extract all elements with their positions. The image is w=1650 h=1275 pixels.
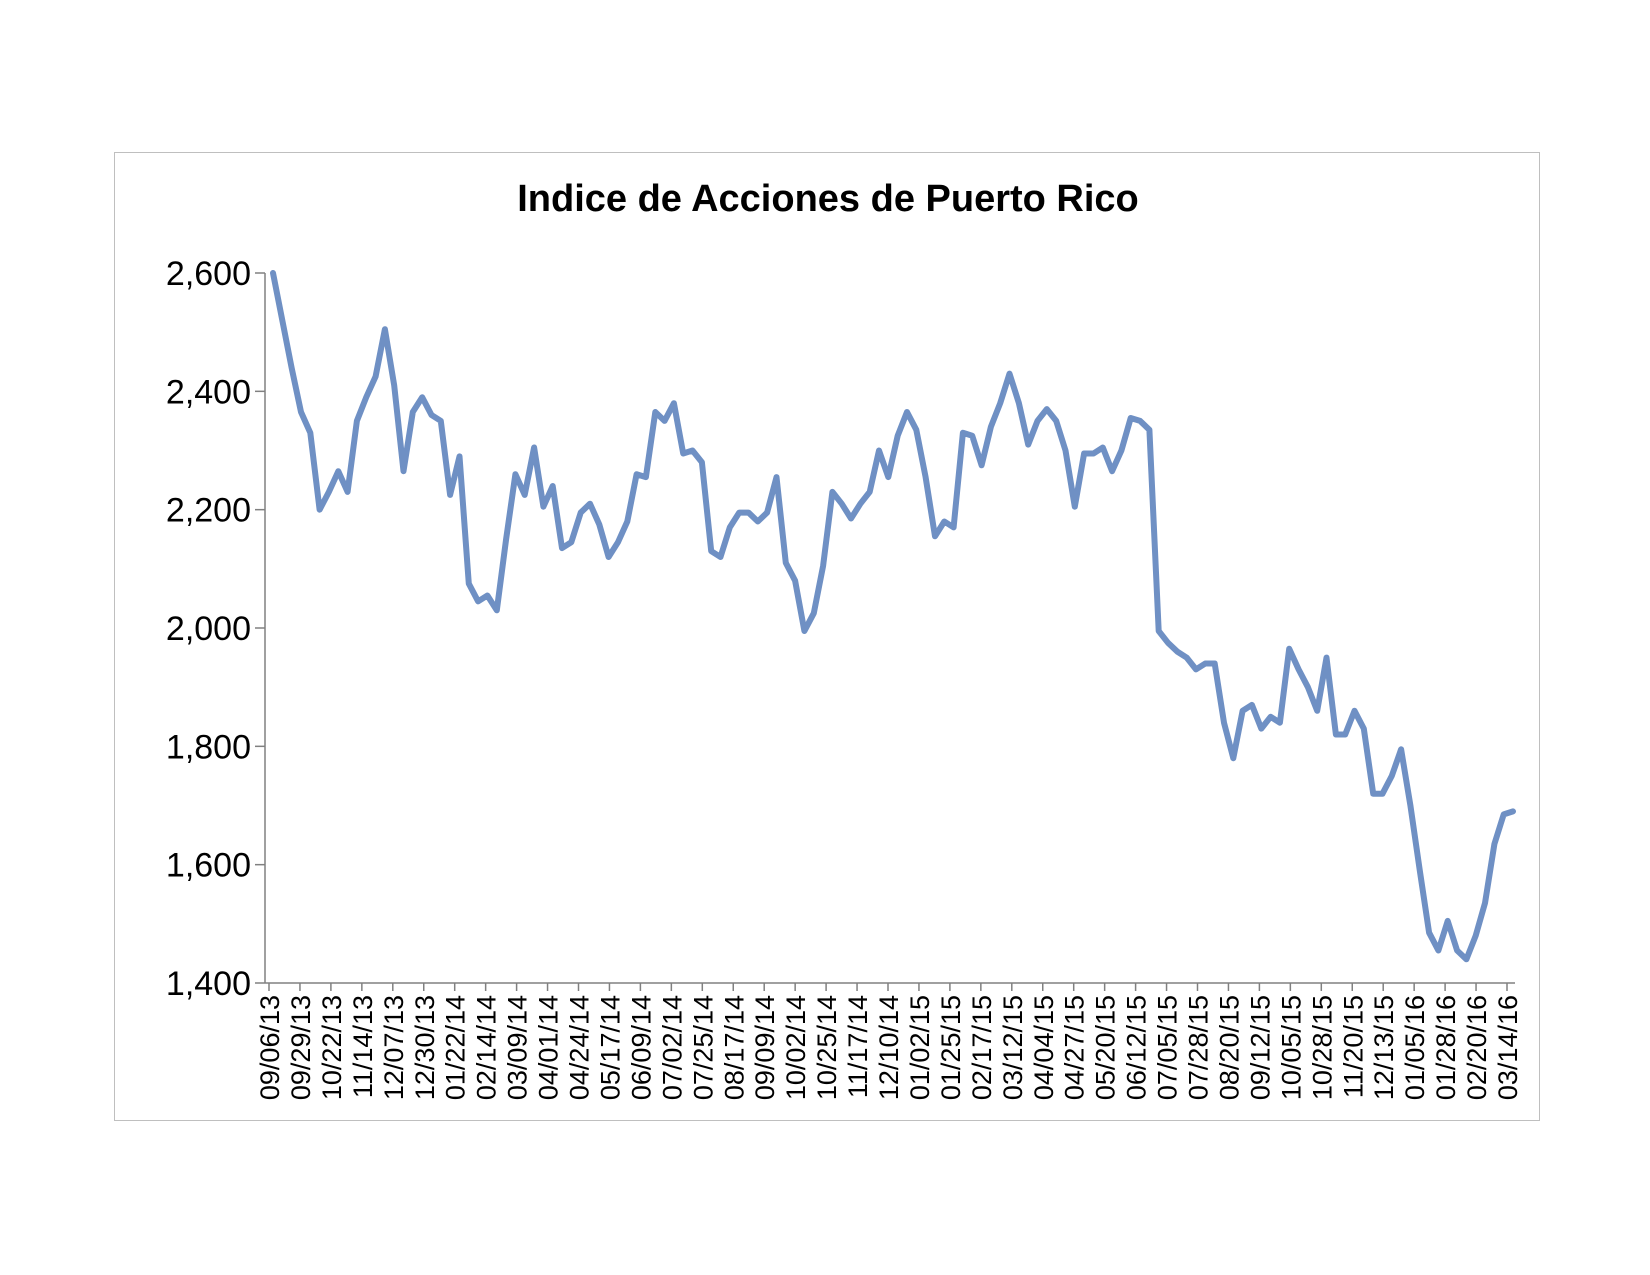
x-tick-label: 08/17/14: [719, 995, 749, 1100]
y-tick-label: 2,600: [166, 255, 251, 293]
y-tick-label: 1,600: [166, 847, 251, 885]
x-tick-label: 10/22/13: [317, 995, 347, 1100]
x-tick-label: 10/28/15: [1307, 995, 1337, 1100]
chart-title: Indice de Acciones de Puerto Rico: [517, 178, 1139, 220]
x-tick-label: 04/01/14: [534, 995, 564, 1100]
y-tick-label: 2,000: [166, 610, 251, 648]
x-tick-label: 07/25/14: [688, 995, 718, 1100]
x-tick-label: 12/10/14: [874, 995, 904, 1100]
x-tick-label: 11/17/14: [843, 995, 873, 1098]
x-tick-label: 12/30/13: [410, 995, 440, 1100]
x-tick-label: 08/20/15: [1214, 995, 1244, 1100]
x-tick-label: 04/27/15: [1060, 995, 1090, 1100]
x-tick-label: 09/09/14: [750, 995, 780, 1100]
x-tick-label: 01/02/15: [905, 995, 935, 1100]
x-tick-label: 07/02/14: [657, 995, 687, 1100]
x-tick-label: 12/07/13: [379, 995, 409, 1100]
plot-area: [270, 270, 1516, 963]
x-tick-label: 05/20/15: [1091, 995, 1121, 1100]
x-tick-label: 12/13/15: [1369, 995, 1399, 1100]
x-tick-label: 01/05/16: [1400, 995, 1430, 1100]
x-tick-label: 01/22/14: [441, 995, 471, 1100]
x-tick-label: 06/09/14: [626, 995, 656, 1100]
chart-frame: Indice de Acciones de Puerto Rico 2,600 2…: [114, 152, 1540, 1121]
x-tick-label: 05/17/14: [595, 995, 625, 1100]
x-tick-label: 09/12/15: [1245, 995, 1275, 1100]
x-tick-label: 10/02/14: [781, 995, 811, 1100]
y-tick-label: 2,400: [166, 373, 251, 411]
y-tick-label: 1,800: [166, 728, 251, 766]
x-tick-label: 10/05/15: [1276, 995, 1306, 1100]
y-tick-label: 1,400: [166, 965, 251, 1003]
x-tick-label: 03/12/15: [998, 995, 1028, 1100]
x-tick-label: 03/09/14: [503, 995, 533, 1100]
x-tick-label: 06/12/15: [1122, 995, 1152, 1100]
y-axis: 2,600 2,400 2,200 2,000 1,800 1,600 1,400: [166, 255, 266, 1003]
series-line: [270, 270, 1516, 963]
x-tick-label: 11/20/15: [1338, 995, 1368, 1098]
x-tick-label: 11/14/13: [348, 995, 378, 1098]
x-axis: 09/06/13 09/29/13 10/22/13 11/14/13 12/07/13…: [255, 982, 1523, 1100]
x-tick-label: 01/25/15: [936, 995, 966, 1100]
line-chart: Indice de Acciones de Puerto Rico 2,6002…: [166, 178, 1523, 1100]
x-tick-label: 02/20/16: [1462, 995, 1492, 1100]
x-tick-label: 04/04/15: [1029, 995, 1059, 1100]
x-tick-label: 10/25/14: [812, 995, 842, 1100]
x-tick-label: 07/28/15: [1184, 995, 1214, 1100]
x-tick-label: 07/05/15: [1153, 995, 1183, 1100]
x-tick-label: 02/14/14: [472, 995, 502, 1100]
x-tick-label: 03/14/16: [1493, 995, 1523, 1100]
y-tick-label: 2,200: [166, 492, 251, 530]
x-tick-label: 01/28/16: [1431, 995, 1461, 1100]
x-tick-label: 04/24/14: [565, 995, 595, 1100]
x-tick-label: 02/17/15: [967, 995, 997, 1100]
x-tick-label: 09/06/13: [255, 995, 285, 1100]
x-tick-label: 09/29/13: [286, 995, 316, 1100]
